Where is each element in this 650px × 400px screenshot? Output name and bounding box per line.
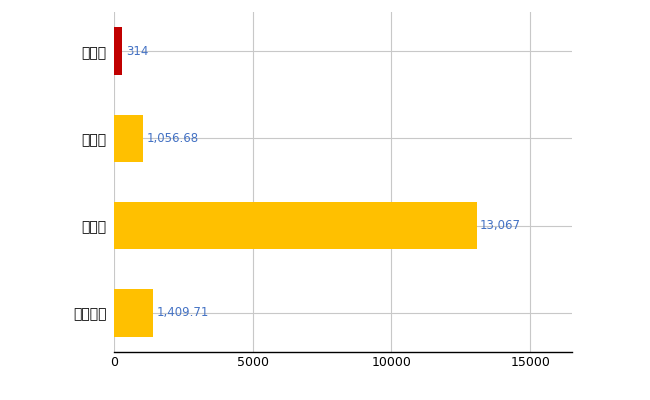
Text: 13,067: 13,067 (480, 219, 521, 232)
Text: 1,056.68: 1,056.68 (146, 132, 198, 145)
Bar (114, 289, 153, 336)
Text: 314: 314 (126, 45, 148, 58)
Bar (114, 114, 143, 162)
Text: 1,409.71: 1,409.71 (156, 306, 209, 319)
Bar (114, 28, 122, 75)
Bar (114, 202, 476, 250)
